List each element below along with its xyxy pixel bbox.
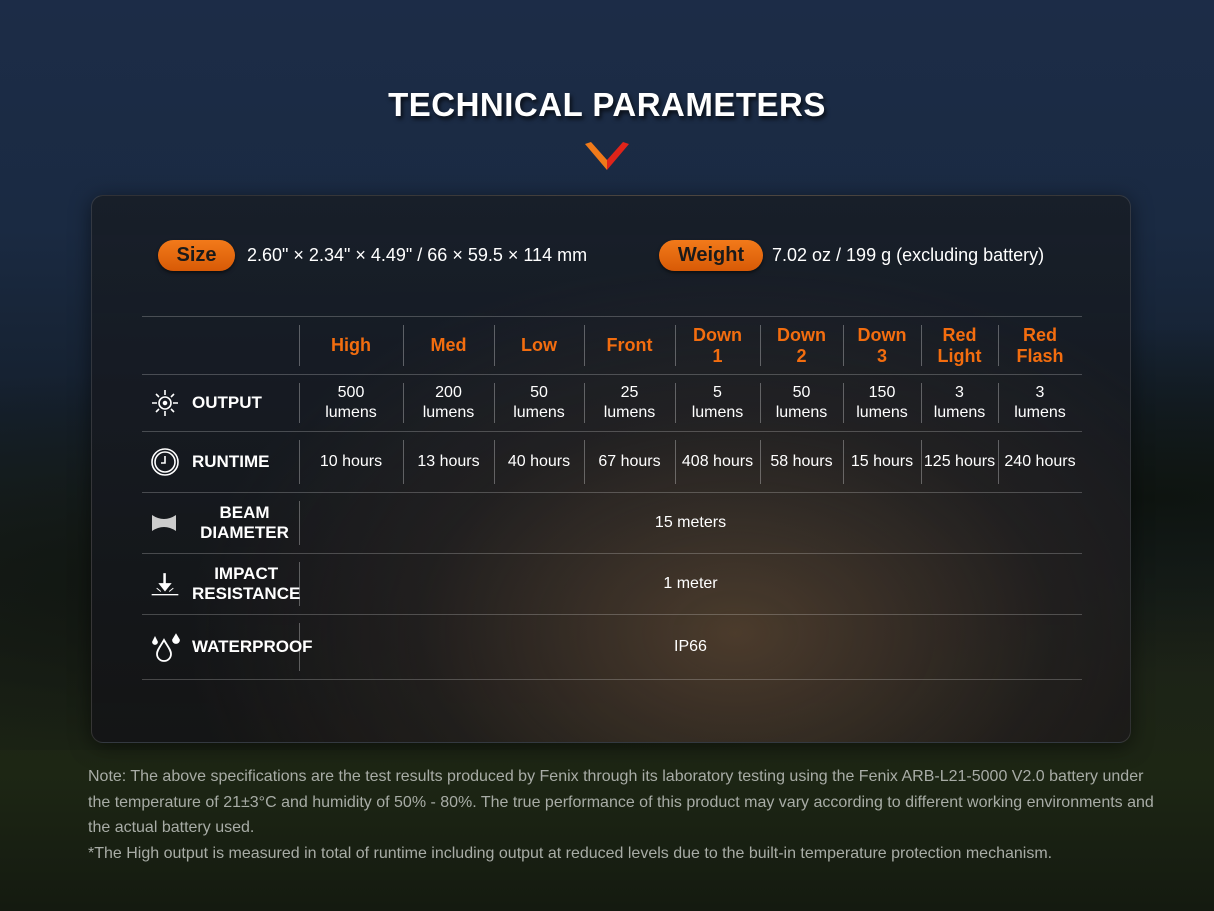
output-row: OUTPUT 500 lumens 200 lumens 50 lumens 25 l…: [142, 374, 1082, 431]
empty-header: [142, 317, 299, 374]
weight-value: 7.02 oz / 199 g (excluding battery): [772, 245, 1045, 265]
page-title: TECHNICAL PARAMETERS: [388, 86, 826, 123]
runtime-value: 15 hours: [843, 432, 921, 492]
spec-table: High Med Low Front Down 1 Down 2 Down 3 Red Lig…: [142, 316, 1082, 680]
impact-label-text: IMPACT RESISTANCE: [192, 564, 301, 603]
mode-header: Front: [584, 317, 675, 374]
output-value: 3 lumens: [921, 375, 998, 431]
beam-label: BEAM DIAMETER: [142, 493, 299, 553]
output-value: 500 lumens: [299, 375, 403, 431]
output-value: 200 lumens: [403, 375, 494, 431]
mode-header-row: High Med Low Front Down 1 Down 2 Down 3 Red Lig…: [142, 316, 1082, 374]
footnote: Note: The above specifications are the t…: [88, 764, 1168, 866]
runtime-label-text: RUNTIME: [192, 452, 270, 471]
mode-header: High: [299, 317, 403, 374]
mode-header: Red Flash: [998, 317, 1082, 374]
waterproof-row: WATERPROOF IP66: [142, 614, 1082, 680]
output-value: 50 lumens: [760, 375, 843, 431]
beam-value: 15 meters: [299, 493, 1082, 553]
mode-header: Down 3: [843, 317, 921, 374]
runtime-value: 67 hours: [584, 432, 675, 492]
size-badge: Size: [158, 240, 235, 271]
beam-row: BEAM DIAMETER 15 meters: [142, 492, 1082, 553]
beam-label-text: BEAM DIAMETER: [200, 503, 289, 542]
mode-header: Down 2: [760, 317, 843, 374]
output-value: 5 lumens: [675, 375, 760, 431]
mode-header: Med: [403, 317, 494, 374]
size-value: 2.60" × 2.34" × 4.49" / 66 × 59.5 × 114 …: [247, 245, 588, 265]
waterproof-value: IP66: [299, 615, 1082, 679]
runtime-label: RUNTIME: [142, 432, 299, 492]
output-value: 150 lumens: [843, 375, 921, 431]
runtime-value: 58 hours: [760, 432, 843, 492]
runtime-value: 408 hours: [675, 432, 760, 492]
impact-value: 1 meter: [299, 554, 1082, 614]
note-high-output: *The High output is measured in total of…: [88, 844, 1053, 862]
impact-label: IMPACT RESISTANCE: [142, 554, 301, 614]
runtime-row: RUNTIME 10 hours 13 hours 40 hours 67 hours…: [142, 431, 1082, 492]
output-label-text: OUTPUT: [192, 393, 262, 412]
runtime-value: 10 hours: [299, 432, 403, 492]
runtime-value: 240 hours: [998, 432, 1082, 492]
note-text: Note: The above specifications are the t…: [88, 768, 1154, 836]
mode-header: Down 1: [675, 317, 760, 374]
weight-badge: Weight: [659, 240, 763, 271]
clock-icon: [150, 447, 180, 477]
runtime-value: 40 hours: [494, 432, 584, 492]
runtime-value: 125 hours: [921, 432, 998, 492]
output-value: 50 lumens: [494, 375, 584, 431]
beam-icon: [150, 513, 178, 533]
output-value: 3 lumens: [998, 375, 1082, 431]
mode-header: Red Light: [921, 317, 998, 374]
impact-row: IMPACT RESISTANCE 1 meter: [142, 553, 1082, 614]
chevron-down-icon: [585, 142, 629, 170]
runtime-value: 13 hours: [403, 432, 494, 492]
mode-header: Low: [494, 317, 584, 374]
output-label: OUTPUT: [142, 375, 299, 431]
waterproof-label: WATERPROOF: [142, 615, 313, 679]
waterproof-label-text: WATERPROOF: [192, 637, 313, 656]
output-value: 25 lumens: [584, 375, 675, 431]
spec-card: [91, 195, 1131, 743]
impact-arrow-icon: [150, 569, 180, 599]
sun-icon: [150, 388, 180, 418]
water-drops-icon: [150, 632, 180, 662]
